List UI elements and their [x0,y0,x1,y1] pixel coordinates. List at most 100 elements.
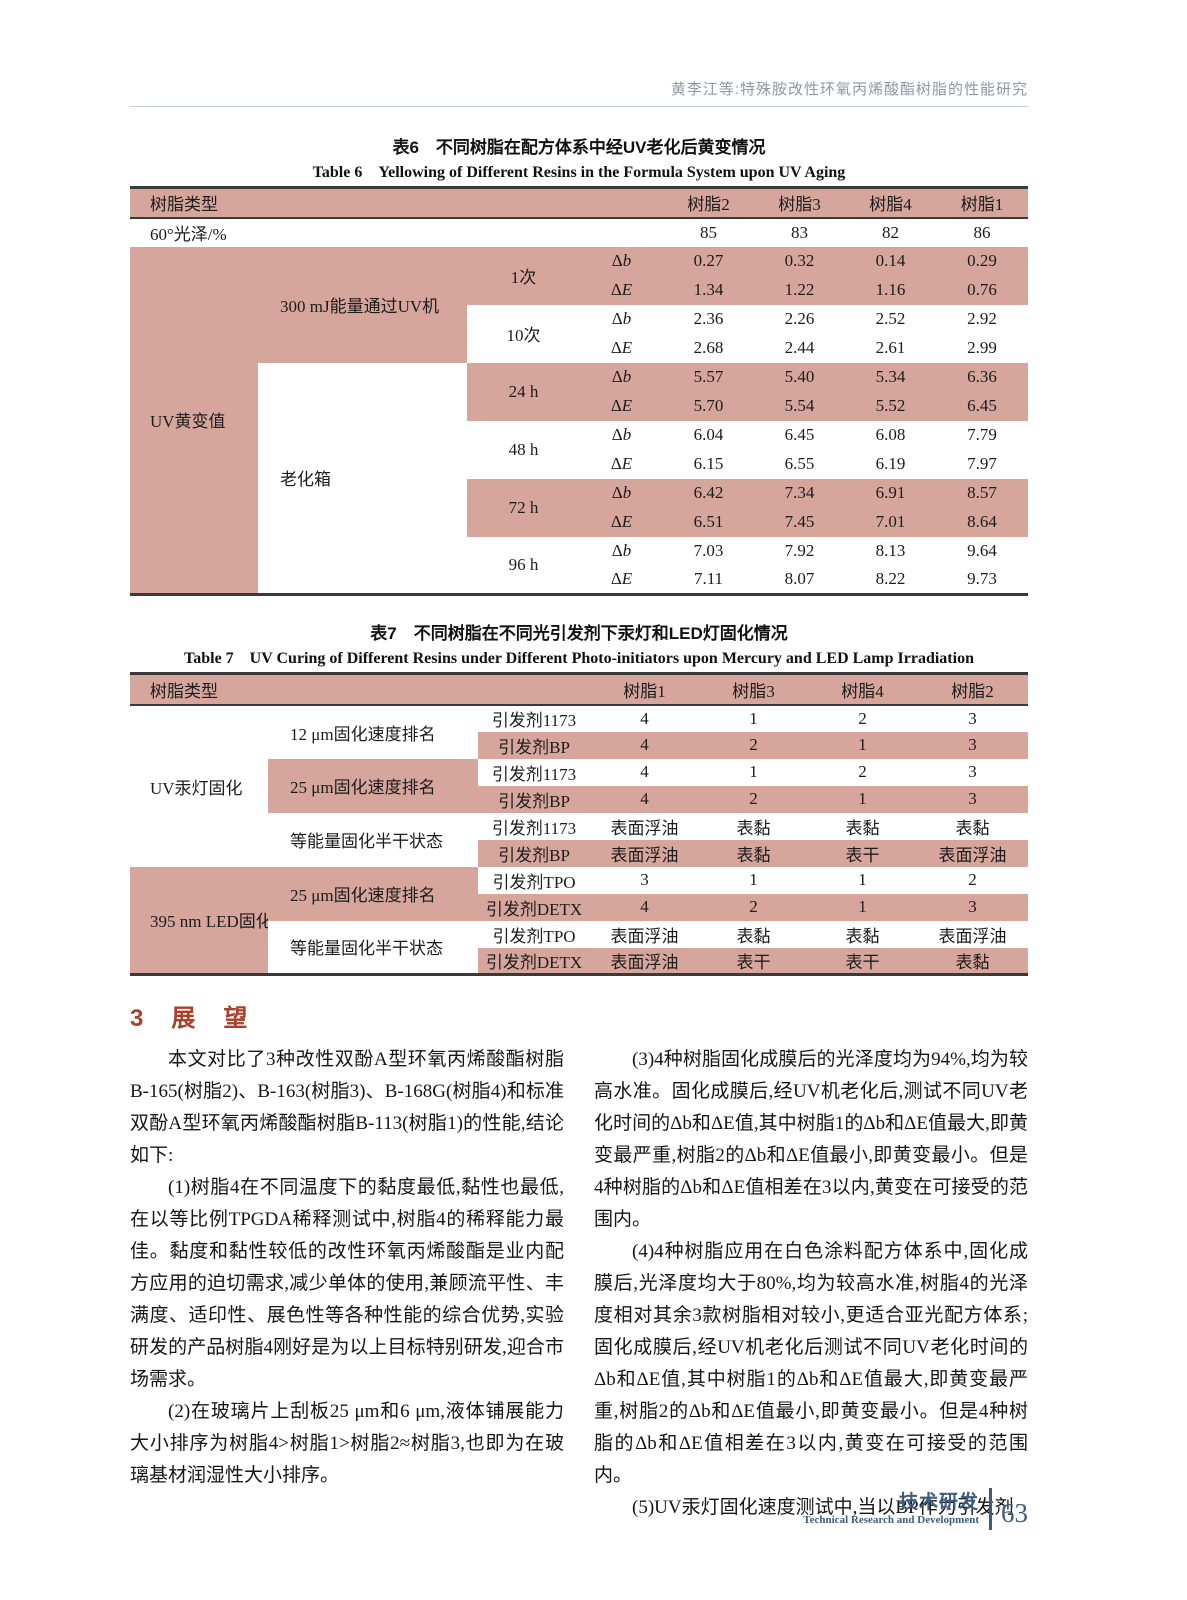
t6-value: 1.34 [663,275,754,305]
t7-row-5: 等能量固化半干状态 引发剂1173 表面浮油 表黏 表黏 表黏 [130,813,1028,852]
t7-value: 表黏 [845,818,880,838]
t6-value: 82 [882,222,899,242]
t6-method1: 300 mJ能量通过UV机 [258,246,467,363]
t6-value: 0.32 [754,246,845,276]
t7-test-label: 25 μm固化速度排名 [268,758,478,813]
t6-value: 6.19 [875,454,906,473]
footer-section-en: Technical Research and Development [803,1513,979,1526]
t7-resin-header: 树脂2 [917,673,1029,706]
t6-value: 7.03 [693,541,724,560]
paragraph-1: (1)树脂4在不同温度下的黏度最低,黏性也最低,在以等比例TPGDA稀释测试中,… [130,1177,564,1390]
t6-method2: 老化箱 [280,470,331,490]
t6-value: 6.45 [936,391,1028,421]
t7-value: 表黏 [699,839,809,867]
t6-value: 2.68 [693,338,724,357]
paragraph-intro: 本文对比了3种改性双酚A型环氧丙烯酸酯树脂B-165(树脂2)、B-163(树脂… [130,1049,564,1166]
t6-value: 2.61 [875,338,906,357]
t6-header-row: 树脂类型 树脂2 树脂3 树脂4 树脂1 [130,187,1028,219]
t6-value: 8.57 [936,478,1028,508]
t7-initiator: 引发剂TPO [492,926,576,946]
t7-value: 表黏 [845,926,880,946]
paragraph-3: (3)4种树脂固化成膜后的光泽度均为94%,均为较高水准。固化成膜后,经UV机老… [594,1049,1028,1230]
t6-resin-header: 树脂3 [754,187,845,219]
t6-time: 10次 [506,326,541,345]
t6-value: 1.16 [845,275,936,305]
t7-row-10: 引发剂DETX 表面浮油 表干 表干 表黏 [130,947,1029,975]
t6-value: 6.55 [784,454,815,473]
t6-value: 6.36 [936,362,1028,392]
t6-delta-e-label: ΔE [610,569,633,589]
t6-value: 2.36 [693,309,724,328]
t7-value: 2 [699,731,809,759]
t6-delta-b-label: Δb [580,362,663,392]
t7-value: 表干 [699,947,809,975]
t6-value: 2.44 [784,338,815,357]
t7-initiator: 引发剂DETX [478,947,591,975]
t7-value: 表面浮油 [610,926,679,946]
t6-delta-e-label: ΔE [580,391,663,421]
t6-value: 2.99 [967,338,997,357]
t6-value: 86 [973,222,991,242]
body-columns: 本文对比了3种改性双酚A型环氧丙烯酸酯树脂B-165(树脂2)、B-163(树脂… [130,1044,1028,1524]
footer-divider-bar [989,1488,992,1530]
t7-value: 表黏 [736,818,771,838]
t6-value: 5.40 [754,362,845,392]
t7-value: 1 [858,870,867,889]
t6-time: 24 h [467,362,580,421]
t6-value: 7.11 [693,569,724,589]
t7-row-1: UV汞灯固化 12 μm固化速度排名 引发剂1173 4 1 2 3 [130,705,1028,798]
t6-value: 7.97 [967,454,997,473]
paragraph-2: (2)在玻璃片上刮板25 μm和6 μm,液体铺展能力大小排序为树脂4>树脂1>… [130,1401,564,1486]
t6-delta-b-label: Δb [611,309,632,328]
t7-value: 3 [917,893,1029,921]
table-7: 树脂类型 树脂1 树脂3 树脂4 树脂2 UV汞灯固化 12 μm固化速度排名 … [130,672,1029,976]
t7-value: 3 [917,785,1029,813]
t6-value: 7.34 [754,478,845,508]
t7-value: 1 [749,762,758,781]
t7-initiator: 引发剂BP [478,785,591,813]
t6-value: 6.42 [663,478,754,508]
t7-value: 表面浮油 [590,947,700,975]
t6-delta-b-label: Δb [580,478,663,508]
t7-value: 1 [808,785,918,813]
t7-value: 4 [640,708,649,728]
t7-value: 表面浮油 [590,839,700,867]
table7-caption-en: Table 7 UV Curing of Different Resins un… [184,650,974,667]
t6-row-6b: ΔE 7.11 8.07 8.22 9.73 [130,566,1028,595]
t6-time: 1次 [467,246,580,305]
t6-value: 6.45 [784,425,815,444]
t7-value: 4 [590,731,700,759]
t6-value: 85 [700,222,717,242]
t6-resin-header: 树脂4 [845,187,936,219]
t7-value: 表黏 [736,926,771,946]
t6-value: 8.07 [784,569,815,589]
t6-delta-b-label: Δb [580,246,663,276]
t6-value: 5.70 [663,391,754,421]
t7-value: 1 [808,731,918,759]
table-6: 树脂类型 树脂2 树脂3 树脂4 树脂1 60°光泽/% 85 83 82 86… [130,186,1028,596]
t6-value: 7.92 [784,541,815,560]
t6-resin-header: 树脂1 [936,187,1028,219]
t6-value: 6.15 [693,454,724,473]
t6-delta-e-label: ΔE [610,338,633,357]
t7-value: 表面浮油 [938,926,1007,946]
t7-initiator: 引发剂DETX [478,893,591,921]
t7-value: 表面浮油 [610,818,679,838]
t6-delta-e-label: ΔE [610,454,633,473]
t6-row-3a: 老化箱 24 h Δb 5.57 5.40 5.34 6.36 [130,362,1028,489]
table7-caption-cn: 表7 不同树脂在不同光引发剂下汞灯和LED灯固化情况 [370,624,788,643]
t6-delta-e-label: ΔE [580,275,663,305]
t7-value: 4 [590,785,700,813]
t6-row-5b: ΔE 6.51 7.45 7.01 8.64 [130,507,1028,537]
header-rule [130,106,1028,107]
t6-time: 48 h [508,439,539,459]
t6-value: 9.73 [967,569,997,589]
left-column: 本文对比了3种改性双酚A型环氧丙烯酸酯树脂B-165(树脂2)、B-163(树脂… [130,1044,564,1524]
t6-row-4a: 48 h Δb 6.04 6.45 6.08 7.79 [130,421,1028,459]
t6-row-2b: ΔE 2.68 2.44 2.61 2.99 [130,334,1028,363]
t7-value: 表黏 [917,947,1029,975]
t6-value: 7.79 [967,425,997,444]
t7-resin-header: 树脂1 [590,673,700,706]
t7-value: 4 [590,893,700,921]
footer-section-cn: 技术研发 [898,1491,979,1513]
